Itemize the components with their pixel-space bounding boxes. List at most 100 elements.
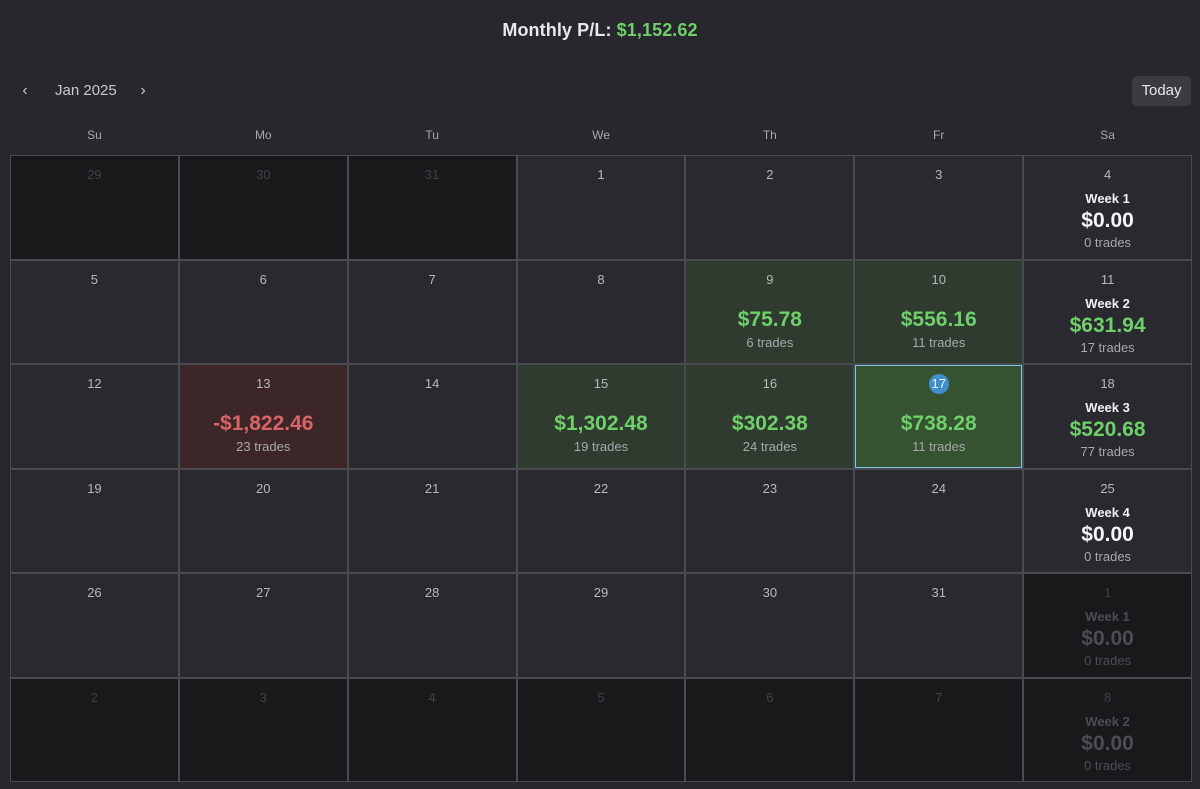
day-pl-value: $1,302.48 (554, 412, 648, 435)
day-cell[interactable]: 7 (855, 678, 1023, 781)
day-number: 3 (259, 689, 267, 705)
week-summary-pl: $0.00 (1081, 209, 1134, 232)
week-summary-cell[interactable]: 25 Week 4 $0.00 0 trades (1024, 469, 1191, 572)
day-number: 21 (424, 480, 440, 496)
day-cell[interactable]: 13 -$1,822.46 23 trades (179, 365, 347, 468)
day-cell[interactable]: 2 (11, 678, 178, 781)
day-cell[interactable]: 4 (348, 678, 516, 781)
day-cell[interactable]: 22 (517, 469, 685, 572)
calendar-grid: 29 30 31 1 2 3 4 Week 1 $0.00 0 trades 5 6 7 8 9 $75.78… (10, 155, 1192, 782)
day-cell[interactable]: 19 (11, 469, 178, 572)
week-summary-cell[interactable]: 1 Week 1 $0.00 0 trades (1024, 574, 1191, 677)
day-number: 31 (931, 585, 946, 600)
week-summary-trade-count: 17 trades (1080, 339, 1135, 355)
day-number: 31 (424, 167, 440, 182)
day-number: 9 (766, 271, 774, 287)
day-number: 13 (256, 376, 271, 391)
day-cell[interactable]: 15 $1,302.48 19 trades (517, 365, 685, 468)
day-cell[interactable]: 6 (686, 678, 854, 781)
day-number: 19 (87, 480, 102, 496)
day-number: 6 (259, 271, 267, 287)
day-number: 6 (766, 689, 774, 705)
day-cell[interactable]: 31 (855, 574, 1023, 677)
day-number: 28 (424, 585, 440, 600)
current-month-label: Jan 2025 (55, 82, 117, 99)
week-summary-cell[interactable]: 4 Week 1 $0.00 0 trades (1024, 156, 1191, 259)
today-day-number: 17 (928, 374, 949, 394)
day-cell[interactable]: 20 (179, 469, 347, 572)
weekday-label: Su (87, 128, 102, 142)
day-cell[interactable]: 17 $738.28 11 trades (855, 365, 1023, 468)
day-cell[interactable]: 23 (686, 469, 854, 572)
day-cell[interactable]: 29 (517, 574, 685, 677)
day-number: 2 (90, 689, 99, 705)
day-number: 7 (428, 271, 436, 287)
day-number: 23 (762, 480, 778, 496)
day-number: 8 (1103, 689, 1112, 705)
day-number: 16 (762, 376, 778, 391)
week-summary-cell[interactable]: 8 Week 2 $0.00 0 trades (1024, 678, 1191, 781)
week-summary-trade-count: 77 trades (1080, 444, 1135, 459)
prev-month-icon[interactable]: ‹ (22, 82, 28, 99)
day-cell[interactable]: 5 (517, 678, 685, 781)
day-number: 30 (256, 167, 271, 182)
day-trade-count: 6 trades (746, 334, 794, 350)
day-cell[interactable]: 14 (348, 365, 516, 468)
day-cell[interactable]: 1 (517, 156, 685, 259)
week-summary-cell[interactable]: 18 Week 3 $520.68 77 trades (1024, 365, 1191, 468)
day-cell[interactable]: 24 (855, 469, 1023, 572)
day-cell[interactable]: 10 $556.16 11 trades (855, 260, 1023, 363)
week-summary-label: Week 3 (1085, 400, 1130, 415)
week-summary-pl: $0.00 (1081, 731, 1134, 755)
day-number: 26 (87, 585, 102, 600)
day-number: 11 (1100, 271, 1115, 287)
week-summary-cell[interactable]: 11 Week 2 $631.94 17 trades (1024, 260, 1191, 363)
day-number: 4 (428, 689, 436, 705)
day-pl-value: -$1,822.46 (213, 412, 314, 435)
day-number: 25 (1100, 480, 1115, 496)
day-cell[interactable]: 26 (11, 574, 178, 677)
weekday-label: Th (762, 128, 777, 142)
day-number: 18 (1100, 376, 1115, 391)
day-cell[interactable]: 2 (686, 156, 854, 259)
weekday-label: Sa (1100, 128, 1115, 142)
weekday-label: We (592, 128, 610, 142)
day-cell[interactable]: 9 $75.78 6 trades (686, 260, 854, 363)
day-cell[interactable]: 3 (855, 156, 1023, 259)
calendar-toolbar: ‹ Jan 2025 › Today (0, 76, 1200, 106)
day-cell[interactable]: 8 (517, 260, 685, 363)
monthly-pl-label: Monthly P/L: (502, 20, 612, 40)
day-trade-count: 24 trades (742, 439, 797, 454)
day-number: 30 (762, 585, 778, 600)
day-cell[interactable]: 12 (11, 365, 178, 468)
day-trade-count: 11 trades (912, 334, 966, 350)
week-summary-pl: $0.00 (1081, 627, 1134, 650)
day-cell[interactable]: 7 (348, 260, 516, 363)
day-cell[interactable]: 21 (348, 469, 516, 572)
day-number: 29 (87, 167, 102, 182)
day-pl-value: $738.28 (900, 412, 977, 435)
day-pl-value: $75.78 (737, 307, 802, 331)
day-cell[interactable]: 6 (179, 260, 347, 363)
day-number: 12 (87, 376, 102, 391)
day-cell[interactable]: 16 $302.38 24 trades (686, 365, 854, 468)
day-number: 3 (935, 167, 943, 182)
day-cell[interactable]: 27 (179, 574, 347, 677)
day-number: 22 (593, 480, 609, 496)
day-cell[interactable]: 5 (11, 260, 178, 363)
day-number: 15 (593, 376, 609, 391)
day-number: 27 (256, 585, 271, 600)
next-month-icon[interactable]: › (140, 82, 146, 99)
week-summary-trade-count: 0 trades (1084, 548, 1132, 564)
day-number: 14 (424, 376, 440, 391)
day-cell[interactable]: 30 (179, 156, 347, 259)
day-cell[interactable]: 30 (686, 574, 854, 677)
week-summary-trade-count: 0 trades (1084, 757, 1132, 773)
day-cell[interactable]: 31 (348, 156, 516, 259)
week-summary-label: Week 4 (1085, 504, 1130, 520)
day-cell[interactable]: 28 (348, 574, 516, 677)
day-cell[interactable]: 3 (179, 678, 347, 781)
day-cell[interactable]: 29 (11, 156, 178, 259)
today-button[interactable]: Today (1132, 76, 1191, 106)
